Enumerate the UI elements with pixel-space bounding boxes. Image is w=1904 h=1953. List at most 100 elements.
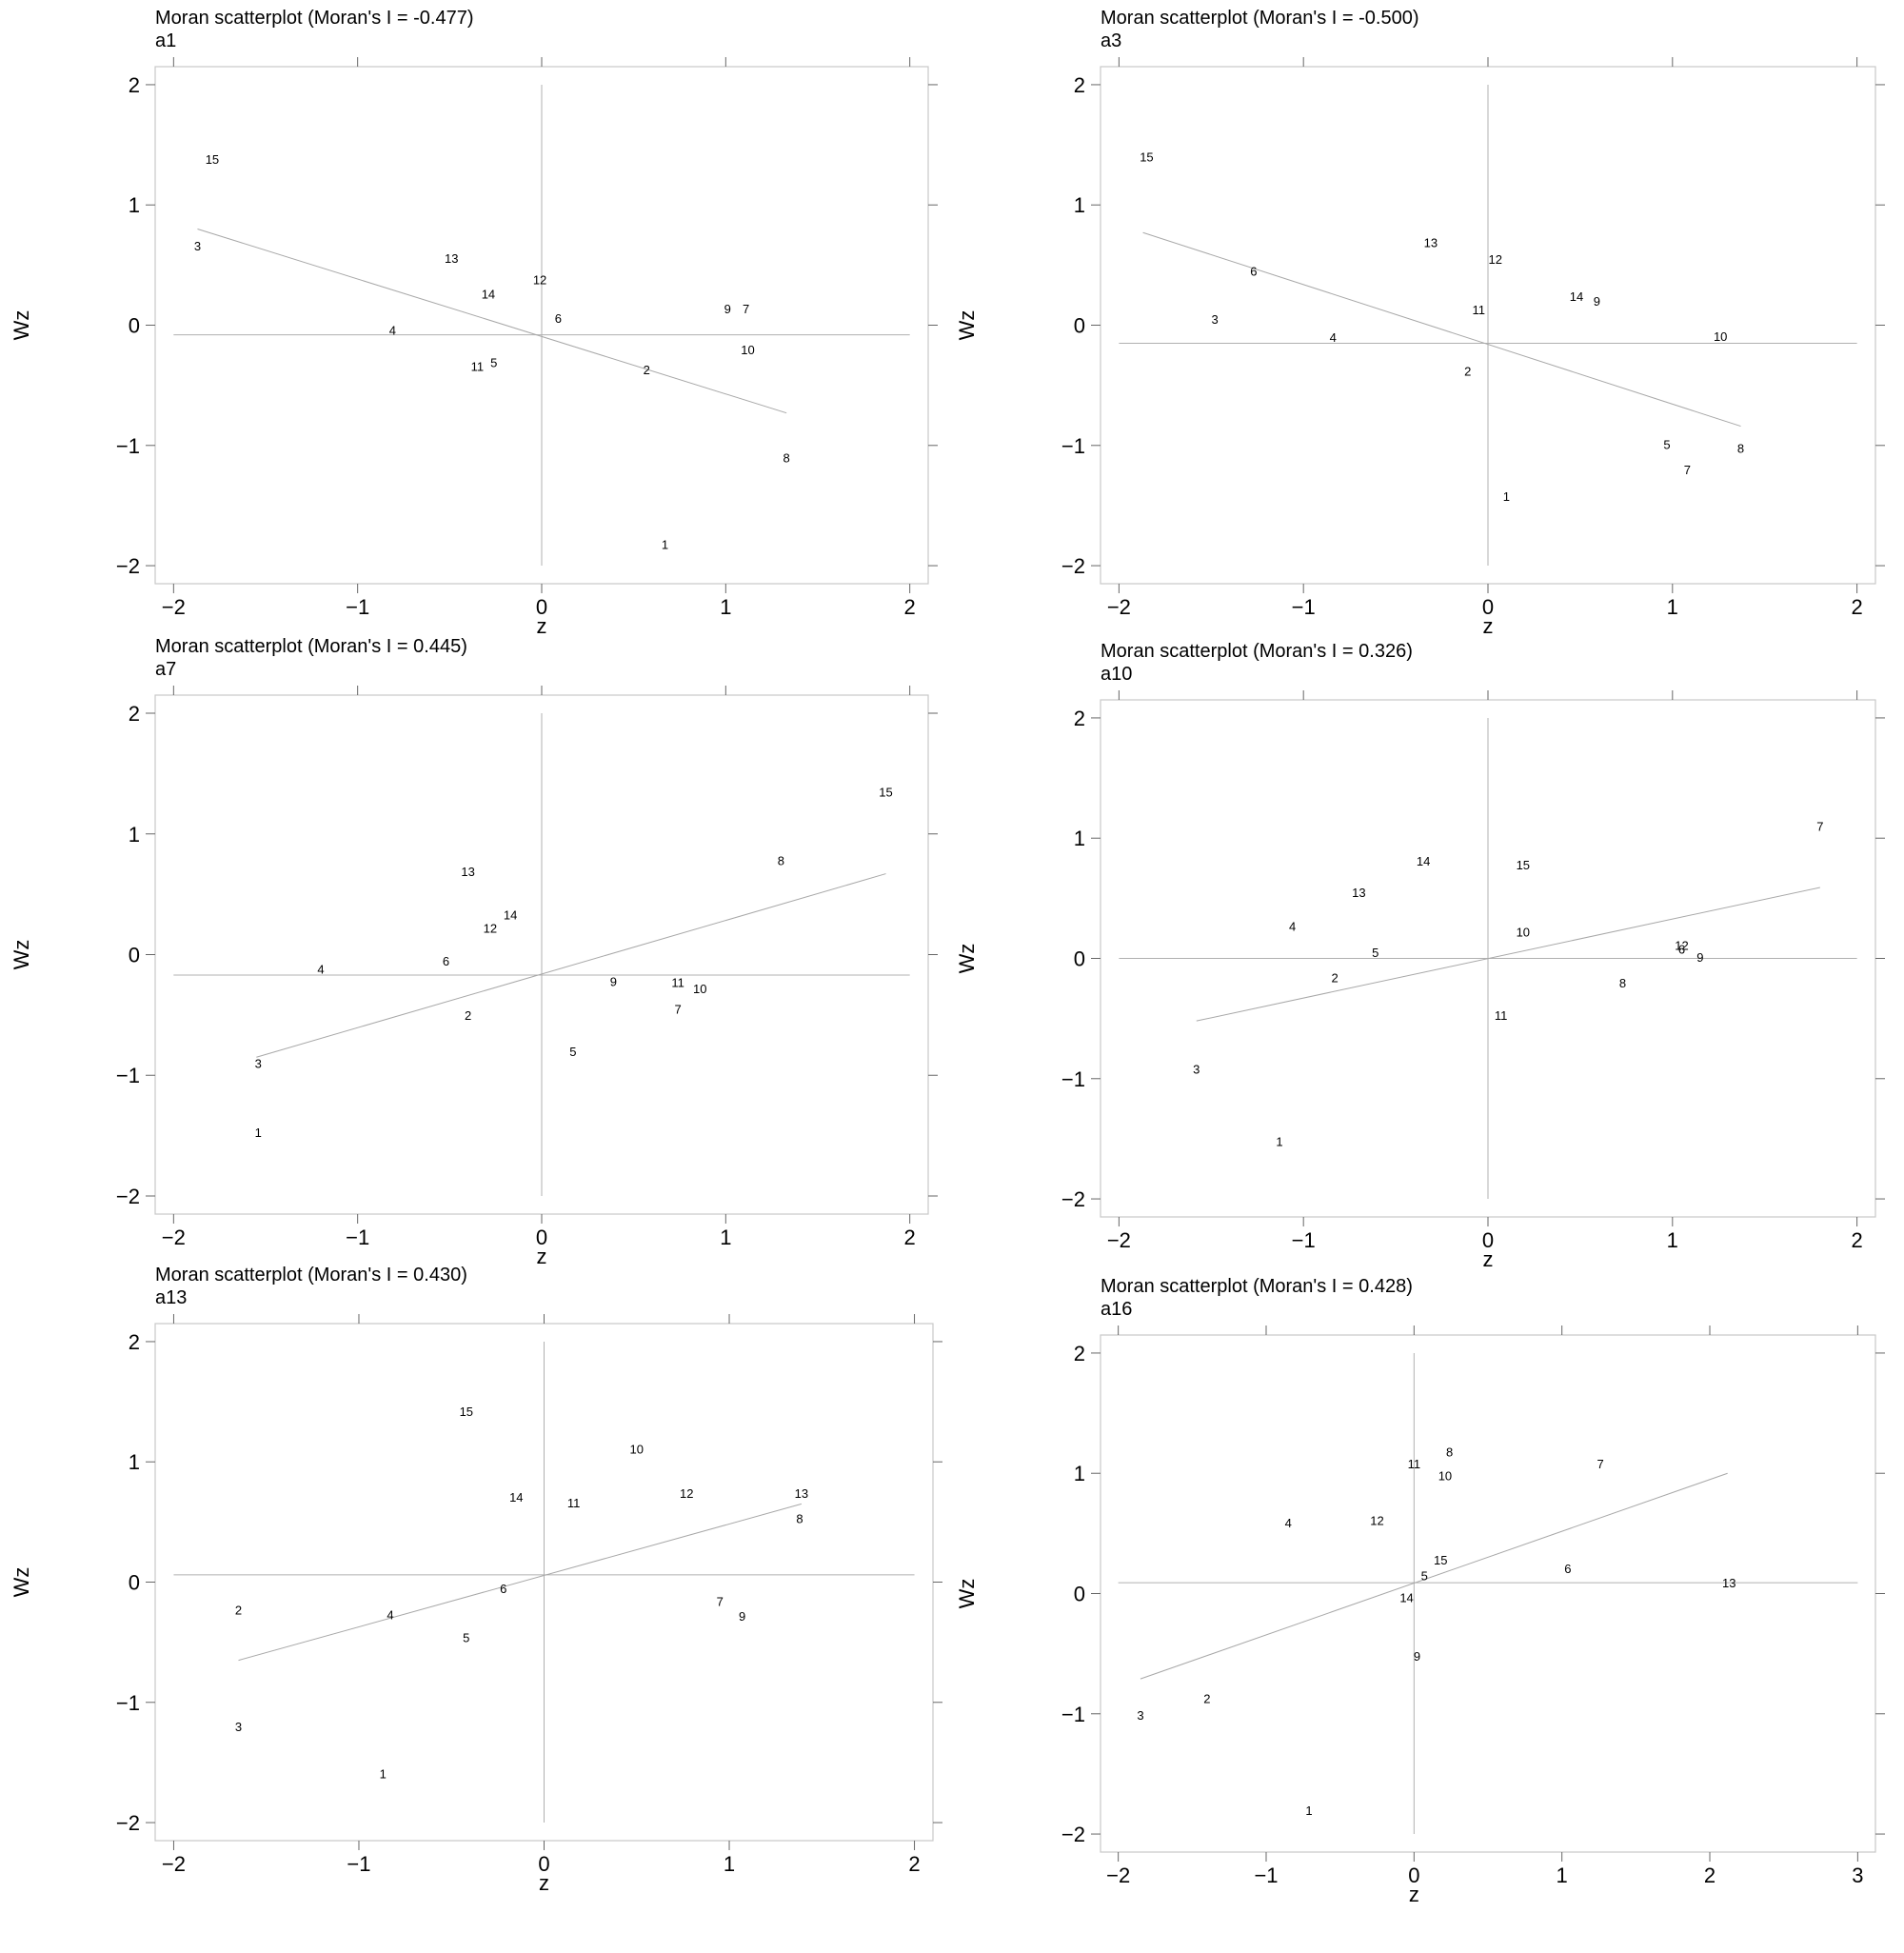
- y-tick-label: 1: [129, 823, 140, 847]
- point-label-6: 6: [1250, 265, 1257, 279]
- point-label-6: 6: [1564, 1562, 1571, 1576]
- x-axis-title: z: [539, 1871, 549, 1895]
- point-label-2: 2: [1464, 364, 1471, 378]
- point-label-5: 5: [1663, 438, 1670, 452]
- chart-subtitle: a16: [1101, 1299, 1133, 1320]
- x-tick-label: −1: [1292, 1228, 1316, 1252]
- point-label-9: 9: [724, 302, 731, 316]
- x-axis-title: z: [1483, 614, 1494, 638]
- y-tick-label: −2: [116, 1811, 140, 1835]
- x-tick-label: 1: [720, 1226, 731, 1249]
- y-tick-label: 0: [129, 314, 140, 338]
- regression-line: [256, 873, 886, 1058]
- chart-title: Moran scatterplot (Moran's I = 0.428): [1101, 1276, 1413, 1297]
- x-tick-label: −2: [162, 1226, 186, 1249]
- plot-frame: [154, 1323, 934, 1842]
- x-tick-label: −2: [162, 1852, 186, 1876]
- point-label-5: 5: [1421, 1569, 1428, 1584]
- y-axis-title: Wz: [10, 1567, 33, 1598]
- x-tick-label: 0: [536, 595, 547, 619]
- y-tick-label: 0: [1074, 1583, 1085, 1606]
- point-label-5: 5: [490, 356, 497, 370]
- point-label-13: 13: [445, 251, 458, 266]
- regression-line: [1142, 231, 1741, 428]
- y-tick-label: −1: [116, 434, 140, 458]
- plot-frame: [1100, 66, 1876, 585]
- x-tick-label: 1: [720, 595, 731, 619]
- point-label-5: 5: [569, 1045, 576, 1059]
- y-tick-label: 2: [1074, 73, 1085, 97]
- plot-frame: [154, 694, 929, 1215]
- point-label-8: 8: [1619, 976, 1626, 990]
- point-label-4: 4: [1285, 1516, 1292, 1530]
- y-tick-label: 0: [129, 944, 140, 967]
- chart-subtitle: a7: [155, 659, 177, 680]
- y-tick-label: −2: [116, 1185, 140, 1208]
- x-tick-label: 1: [1667, 595, 1678, 619]
- x-tick-label: 3: [1852, 1863, 1863, 1887]
- y-tick-label: −2: [1061, 1187, 1085, 1211]
- point-label-15: 15: [1434, 1553, 1447, 1567]
- y-tick-label: 0: [1074, 314, 1085, 338]
- y-tick-label: 2: [129, 73, 140, 97]
- x-tick-label: 0: [1482, 595, 1494, 619]
- point-label-14: 14: [482, 288, 495, 302]
- x-axis-title: z: [537, 1245, 547, 1268]
- x-tick-label: 0: [1482, 1228, 1494, 1252]
- point-label-7: 7: [1684, 463, 1691, 477]
- point-label-3: 3: [235, 1720, 242, 1734]
- point-label-3: 3: [1193, 1063, 1200, 1077]
- y-tick-label: 0: [1074, 947, 1085, 971]
- point-label-1: 1: [255, 1126, 262, 1140]
- point-label-10: 10: [1438, 1469, 1452, 1484]
- x-tick-label: −1: [1254, 1863, 1278, 1887]
- y-tick-label: 1: [1074, 827, 1085, 850]
- point-label-15: 15: [460, 1405, 473, 1419]
- point-label-11: 11: [1408, 1457, 1421, 1471]
- plot-frame: [1100, 1334, 1876, 1853]
- y-tick-label: −1: [116, 1064, 140, 1087]
- plot-frame: [154, 66, 929, 585]
- point-label-11: 11: [1495, 1008, 1508, 1023]
- chart-subtitle: a1: [155, 30, 177, 51]
- point-label-2: 2: [235, 1604, 242, 1618]
- x-tick-label: 0: [538, 1852, 549, 1876]
- point-label-13: 13: [461, 865, 474, 879]
- point-label-11: 11: [671, 976, 684, 990]
- point-label-1: 1: [1305, 1804, 1312, 1818]
- point-label-12: 12: [533, 273, 546, 288]
- x-tick-label: −2: [1107, 595, 1131, 619]
- point-label-2: 2: [644, 363, 650, 377]
- x-tick-label: 0: [536, 1226, 547, 1249]
- point-label-1: 1: [1503, 489, 1510, 504]
- x-axis-title: z: [537, 614, 547, 638]
- point-label-10: 10: [1714, 329, 1727, 344]
- y-tick-label: 0: [129, 1571, 140, 1595]
- regression-line: [1196, 887, 1820, 1022]
- x-tick-label: 1: [724, 1852, 735, 1876]
- point-label-14: 14: [1399, 1590, 1413, 1604]
- x-tick-label: 2: [904, 1226, 916, 1249]
- point-label-1: 1: [662, 537, 668, 551]
- point-label-15: 15: [1517, 858, 1530, 872]
- point-label-8: 8: [796, 1512, 803, 1526]
- point-label-1: 1: [1276, 1134, 1282, 1148]
- point-label-4: 4: [387, 1608, 393, 1623]
- point-label-6: 6: [500, 1582, 506, 1596]
- x-tick-label: 2: [904, 595, 916, 619]
- chart-title: Moran scatterplot (Moran's I = -0.500): [1101, 8, 1419, 29]
- point-label-3: 3: [255, 1057, 262, 1071]
- x-tick-label: 0: [1408, 1863, 1419, 1887]
- y-axis-title: Wz: [955, 1579, 979, 1609]
- point-label-11: 11: [471, 359, 485, 373]
- point-label-2: 2: [465, 1008, 471, 1023]
- point-label-9: 9: [610, 974, 617, 988]
- point-label-8: 8: [778, 854, 784, 868]
- y-tick-label: −1: [1061, 1703, 1085, 1726]
- point-label-6: 6: [555, 311, 562, 326]
- point-label-9: 9: [739, 1609, 745, 1624]
- point-label-13: 13: [1722, 1576, 1735, 1590]
